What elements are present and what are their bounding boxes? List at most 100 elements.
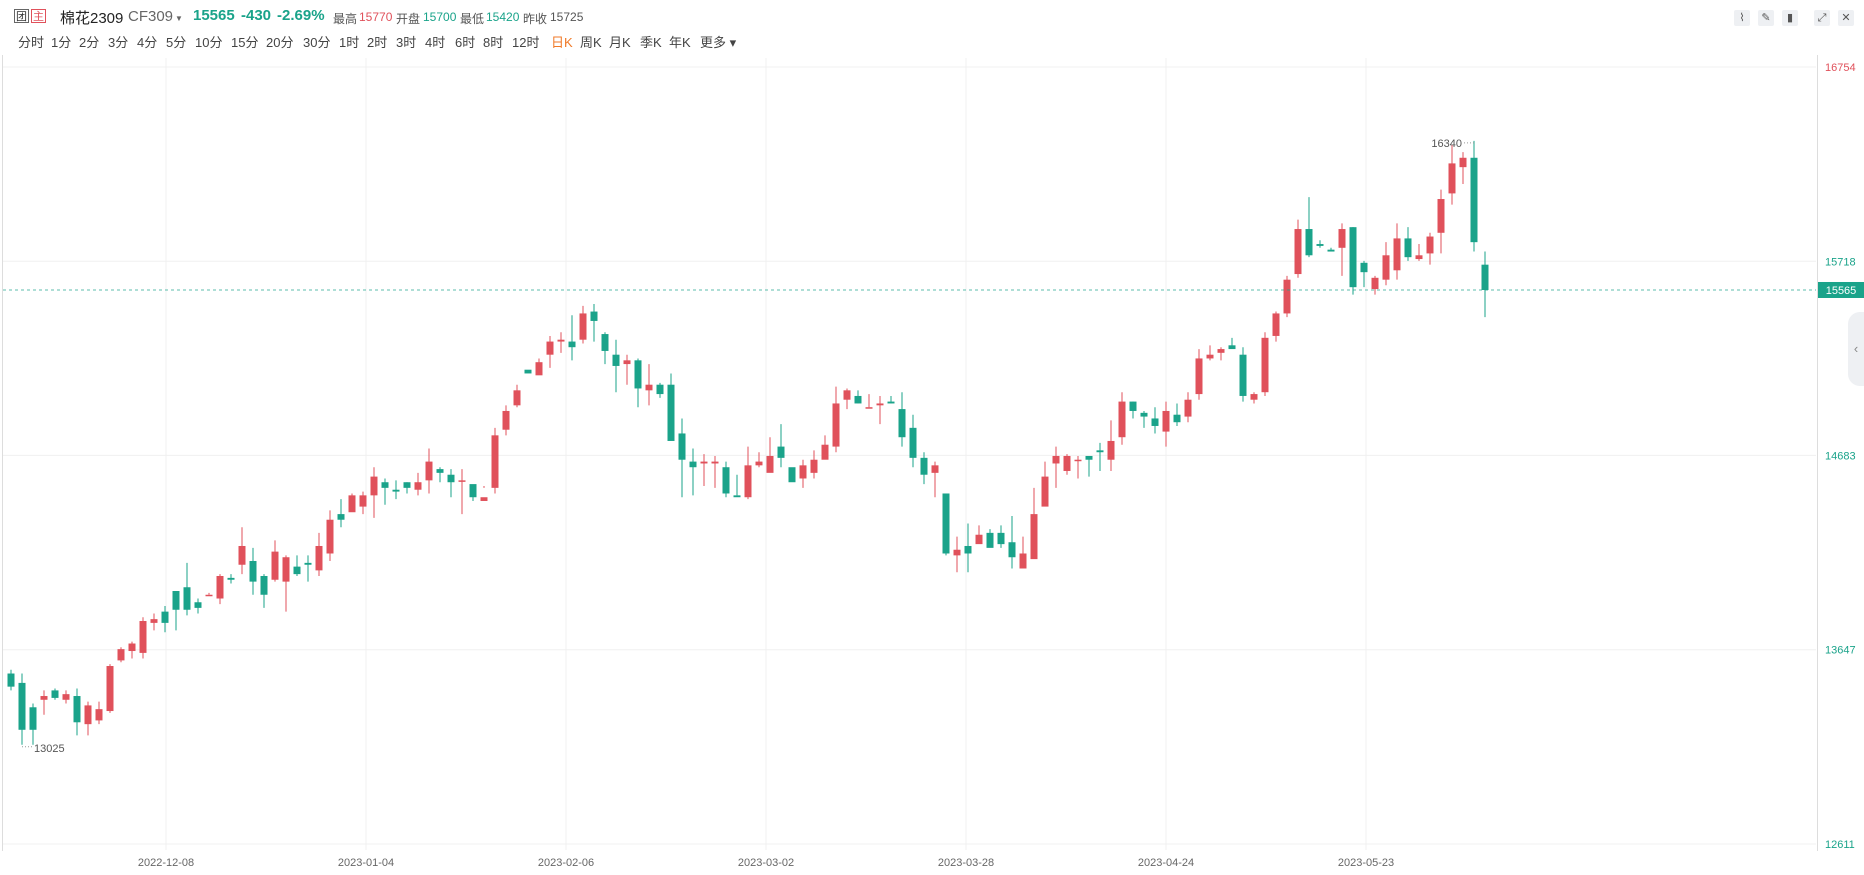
candle-body: [700, 461, 708, 464]
chevron-down-icon[interactable]: ▼: [175, 14, 183, 23]
candle-body: [1162, 410, 1170, 432]
candle-body: [73, 696, 81, 723]
period-5[interactable]: 5分: [166, 35, 187, 50]
candle-body: [326, 519, 334, 554]
candle-body: [865, 407, 873, 409]
candle-body: [920, 457, 928, 475]
expand-icon[interactable]: ⤢: [1814, 10, 1830, 26]
period-15[interactable]: 8时: [483, 35, 504, 50]
candle-body: [249, 560, 257, 582]
symbol-name: 棉花2309: [60, 10, 124, 27]
candle-body: [766, 455, 774, 473]
candle-body: [315, 545, 323, 571]
candle-body: [7, 673, 15, 687]
period-13[interactable]: 4时: [425, 35, 446, 50]
candle-body: [1151, 418, 1159, 426]
candle-body: [590, 311, 598, 321]
chart-frame: [2, 55, 1818, 851]
candle-body: [711, 461, 719, 464]
period-19[interactable]: 月K: [609, 35, 631, 50]
symbol-code[interactable]: CF309: [128, 8, 174, 25]
low-value: 15420: [486, 10, 520, 24]
candle-body: [414, 482, 422, 490]
period-7[interactable]: 15分: [231, 35, 259, 50]
candle-body: [997, 532, 1005, 545]
indicator-icon[interactable]: ⌇: [1734, 10, 1750, 26]
candle-body: [546, 341, 554, 355]
period-11[interactable]: 2时: [367, 35, 388, 50]
period-22[interactable]: 更多 ▾: [700, 35, 737, 50]
candle-body: [1173, 414, 1181, 423]
period-18[interactable]: 周K: [580, 35, 602, 50]
candle-body: [469, 484, 477, 498]
candle-body: [612, 354, 620, 366]
candle-body: [1052, 455, 1060, 464]
candle-body: [777, 446, 785, 458]
period-9[interactable]: 30分: [303, 35, 331, 50]
candle-body: [1327, 249, 1335, 252]
candle-body: [645, 384, 653, 391]
candle-body: [1030, 514, 1038, 560]
period-1[interactable]: 1分: [51, 35, 72, 50]
period-2[interactable]: 2分: [79, 35, 100, 50]
candle-body: [1239, 354, 1247, 396]
candle-type-icon[interactable]: ▮: [1782, 10, 1798, 26]
candle-body: [953, 549, 961, 556]
candle-body: [491, 435, 499, 488]
candle-body: [1294, 229, 1302, 275]
chevron-left-icon[interactable]: ‹: [1848, 312, 1864, 386]
last-price: 15565: [193, 7, 235, 24]
candle-body: [172, 591, 180, 610]
candle-body: [304, 562, 312, 565]
candle-body: [205, 594, 213, 597]
candle-body: [755, 461, 763, 466]
candle-body: [194, 602, 202, 608]
period-10[interactable]: 1时: [339, 35, 360, 50]
candle-body: [95, 709, 103, 721]
main-chart-tag[interactable]: 主: [31, 9, 46, 23]
candle-body: [1096, 450, 1104, 453]
candle-body: [260, 575, 268, 595]
period-12[interactable]: 3时: [396, 35, 417, 50]
period-4[interactable]: 4分: [137, 35, 158, 50]
candle-body: [348, 495, 356, 513]
close-icon[interactable]: ✕: [1838, 10, 1854, 26]
price-change: -430: [241, 7, 272, 24]
candle-body: [1305, 229, 1313, 256]
period-0[interactable]: 分时: [18, 35, 45, 50]
candle-body: [1415, 255, 1423, 260]
candle-body: [1382, 255, 1390, 280]
candle-body: [62, 694, 70, 700]
collapse-tag[interactable]: 团: [14, 9, 29, 23]
period-8[interactable]: 20分: [266, 35, 294, 50]
period-14[interactable]: 6时: [455, 35, 476, 50]
period-21[interactable]: 年K: [669, 35, 691, 50]
candle-body: [183, 587, 191, 610]
candle-body: [964, 545, 972, 554]
period-3[interactable]: 3分: [108, 35, 129, 50]
candle-body: [601, 334, 609, 351]
candle-body: [1118, 401, 1126, 438]
candle-body: [1217, 349, 1225, 353]
candle-body: [1316, 244, 1324, 246]
open-label: 开盘: [396, 12, 421, 26]
high-annotation: 16340: [1431, 138, 1462, 150]
candle-body: [1393, 238, 1401, 271]
candle-body: [1272, 313, 1280, 336]
candle-body: [788, 467, 796, 483]
candle-body: [282, 557, 290, 582]
draw-icon[interactable]: ✎: [1758, 10, 1774, 26]
candle-body: [139, 621, 147, 653]
candle-body: [942, 493, 950, 554]
candle-body: [557, 339, 565, 342]
candle-body: [821, 444, 829, 460]
candle-body: [480, 497, 488, 501]
candle-body: [667, 384, 675, 441]
period-16[interactable]: 12时: [512, 35, 540, 50]
candle-body: [51, 690, 59, 698]
candle-body: [1371, 277, 1379, 290]
period-6[interactable]: 10分: [195, 35, 223, 50]
period-20[interactable]: 季K: [640, 35, 662, 50]
period-17[interactable]: 日K: [551, 35, 573, 50]
